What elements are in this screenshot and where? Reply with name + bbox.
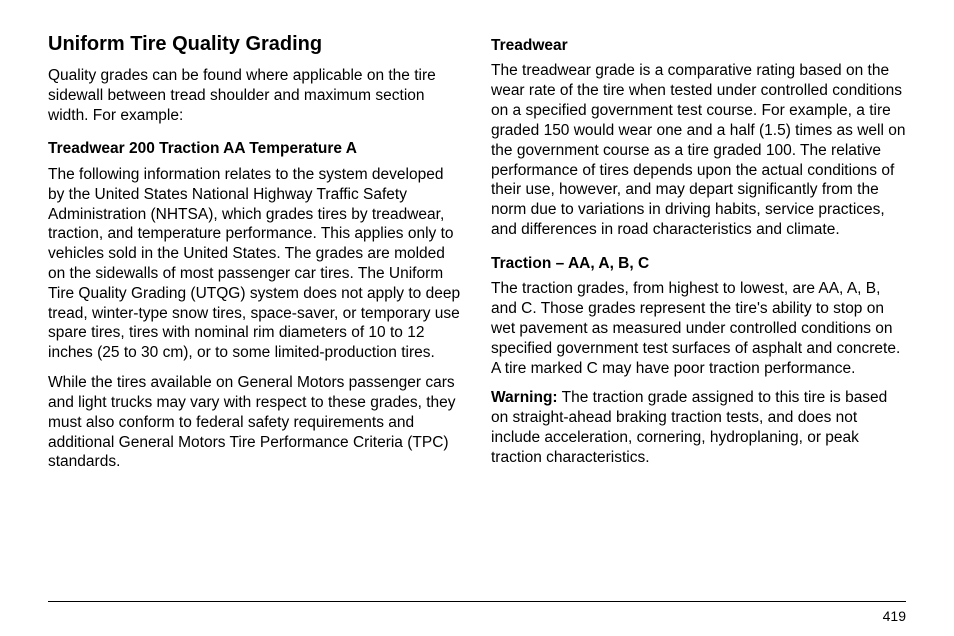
two-column-layout: Uniform Tire Quality Grading Quality gra… [48, 32, 906, 577]
page-number: 419 [883, 608, 906, 624]
footer-rule [48, 601, 906, 602]
intro-paragraph: Quality grades can be found where applic… [48, 66, 463, 125]
warning-label: Warning: [491, 389, 558, 406]
right-column: Treadwear The treadwear grade is a compa… [491, 32, 906, 577]
example-heading: Treadwear 200 Traction AA Temperature A [48, 139, 463, 158]
section-title: Uniform Tire Quality Grading [48, 32, 463, 56]
traction-heading: Traction – AA, A, B, C [491, 254, 906, 273]
treadwear-heading: Treadwear [491, 36, 906, 55]
treadwear-paragraph: The treadwear grade is a comparative rat… [491, 61, 906, 239]
system-description: The following information relates to the… [48, 165, 463, 363]
warning-paragraph: Warning: The traction grade assigned to … [491, 388, 906, 467]
traction-paragraph: The traction grades, from highest to low… [491, 279, 906, 378]
gm-conformance: While the tires available on General Mot… [48, 373, 463, 472]
left-column: Uniform Tire Quality Grading Quality gra… [48, 32, 463, 577]
